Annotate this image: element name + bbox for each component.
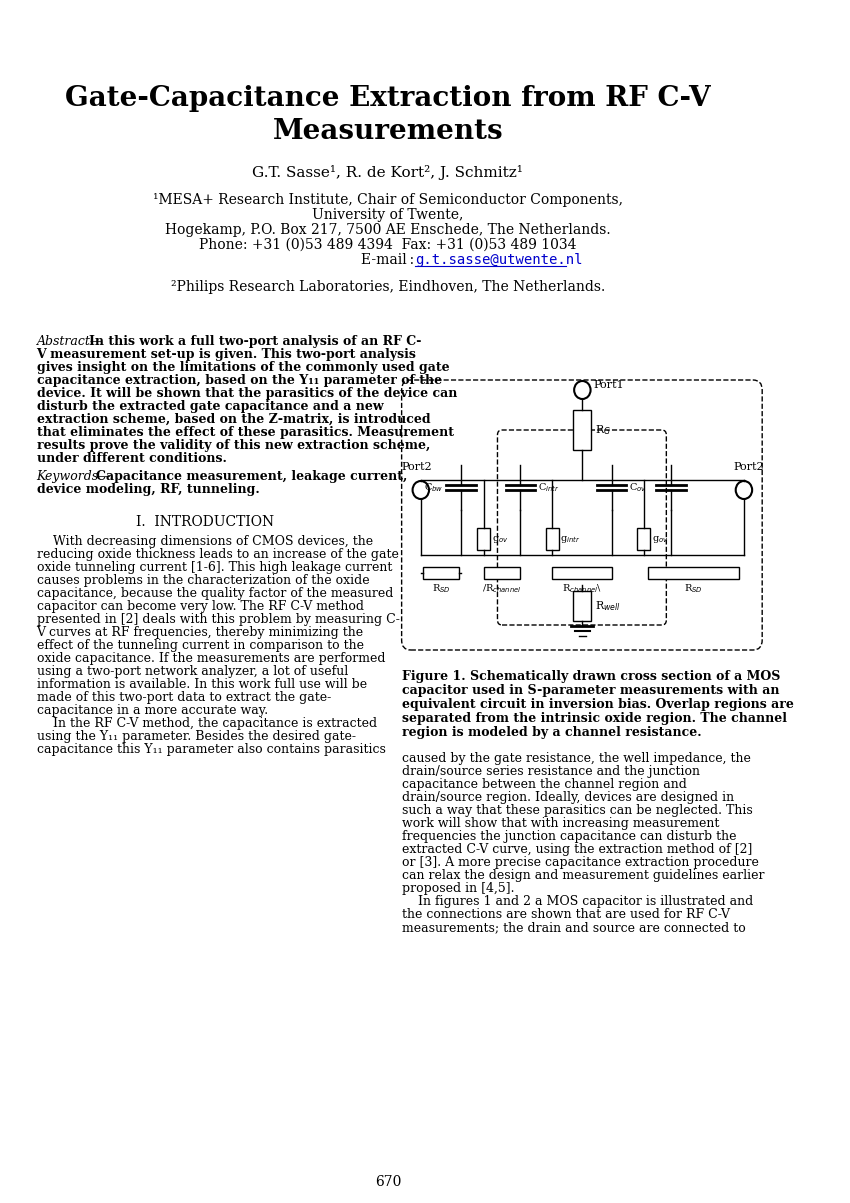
Text: using the Y₁₁ parameter. Besides the desired gate-: using the Y₁₁ parameter. Besides the des…	[37, 730, 355, 743]
Text: capacitor can become very low. The RF C-V method: capacitor can become very low. The RF C-…	[37, 600, 364, 614]
Text: equivalent circuit in inversion bias. Overlap regions are: equivalent circuit in inversion bias. Ov…	[402, 698, 794, 711]
Text: Hogekamp, P.O. Box 217, 7500 AE Enschede, The Netherlands.: Hogekamp, P.O. Box 217, 7500 AE Enschede…	[165, 223, 611, 237]
Text: ¹MESA+ Research Institute, Chair of Semiconductor Components,: ¹MESA+ Research Institute, Chair of Semi…	[153, 192, 623, 207]
Text: University of Twente,: University of Twente,	[312, 208, 463, 223]
Text: proposed in [4,5].: proposed in [4,5].	[402, 882, 514, 895]
Text: information is available. In this work full use will be: information is available. In this work f…	[37, 678, 366, 691]
Text: ²Philips Research Laboratories, Eindhoven, The Netherlands.: ²Philips Research Laboratories, Eindhove…	[171, 280, 605, 294]
Text: drain/source region. Ideally, devices are designed in: drain/source region. Ideally, devices ar…	[402, 792, 734, 804]
Text: Port2: Port2	[401, 462, 432, 472]
Text: results prove the validity of this new extraction scheme,: results prove the validity of this new e…	[37, 439, 430, 452]
Text: under different conditions.: under different conditions.	[37, 452, 226, 466]
Text: R$_G$: R$_G$	[595, 423, 611, 437]
Text: G.T. Sasse¹, R. de Kort², J. Schmitz¹: G.T. Sasse¹, R. de Kort², J. Schmitz¹	[252, 165, 524, 180]
Text: Gate-Capacitance Extraction from RF C-V: Gate-Capacitance Extraction from RF C-V	[65, 85, 711, 112]
Bar	[648, 567, 740, 579]
Text: Phone: +31 (0)53 489 4394  Fax: +31 (0)53 489 1034: Phone: +31 (0)53 489 4394 Fax: +31 (0)53…	[199, 238, 576, 251]
Text: oxide tunneling current [1-6]. This high leakage current: oxide tunneling current [1-6]. This high…	[37, 561, 392, 574]
Text: measurements; the drain and source are connected to: measurements; the drain and source are c…	[402, 921, 745, 934]
Text: using a two-port network analyzer, a lot of useful: using a two-port network analyzer, a lot…	[37, 665, 348, 678]
Bar	[422, 567, 459, 579]
Text: V curves at RF frequencies, thereby minimizing the: V curves at RF frequencies, thereby mini…	[37, 626, 364, 639]
Text: R$_{SD}$: R$_{SD}$	[432, 582, 450, 594]
Text: drain/source series resistance and the junction: drain/source series resistance and the j…	[402, 765, 700, 778]
Text: E-mail :: E-mail :	[361, 253, 415, 267]
Text: such a way that these parasitics can be neglected. This: such a way that these parasitics can be …	[402, 804, 752, 817]
Text: V measurement set-up is given. This two-port analysis: V measurement set-up is given. This two-…	[37, 348, 416, 361]
Text: extracted C-V curve, using the extraction method of [2]: extracted C-V curve, using the extractio…	[402, 843, 752, 857]
Text: caused by the gate resistance, the well impedance, the: caused by the gate resistance, the well …	[402, 752, 751, 765]
Text: Keywords—: Keywords—	[37, 470, 111, 482]
Text: capacitance this Y₁₁ parameter also contains parasitics: capacitance this Y₁₁ parameter also cont…	[37, 743, 385, 755]
Bar	[484, 567, 520, 579]
Text: I.  INTRODUCTION: I. INTRODUCTION	[136, 515, 275, 529]
Text: g$_{ov}$: g$_{ov}$	[492, 533, 508, 545]
Text: effect of the tunneling current in comparison to the: effect of the tunneling current in compa…	[37, 639, 364, 652]
Text: Figure 1. Schematically drawn cross section of a MOS: Figure 1. Schematically drawn cross sect…	[402, 670, 780, 683]
Text: disturb the extracted gate capacitance and a new: disturb the extracted gate capacitance a…	[37, 401, 383, 413]
Text: Capacitance measurement, leakage current,: Capacitance measurement, leakage current…	[96, 470, 407, 482]
Text: capacitance in a more accurate way.: capacitance in a more accurate way.	[37, 704, 268, 717]
Text: In figures 1 and 2 a MOS capacitor is illustrated and: In figures 1 and 2 a MOS capacitor is il…	[402, 895, 753, 908]
Text: device. It will be shown that the parasitics of the device can: device. It will be shown that the parasi…	[37, 387, 457, 401]
Bar	[478, 528, 490, 550]
Text: capacitor used in S-parameter measurements with an: capacitor used in S-parameter measuremen…	[402, 685, 779, 697]
Bar	[573, 410, 592, 450]
Text: can relax the design and measurement guidelines earlier: can relax the design and measurement gui…	[402, 869, 764, 882]
Text: made of this two-port data to extract the gate-: made of this two-port data to extract th…	[37, 691, 331, 704]
Bar	[546, 528, 558, 550]
Text: region is modeled by a channel resistance.: region is modeled by a channel resistanc…	[402, 725, 701, 739]
Text: presented in [2] deals with this problem by measuring C-: presented in [2] deals with this problem…	[37, 614, 400, 626]
Text: capacitance, because the quality factor of the measured: capacitance, because the quality factor …	[37, 587, 393, 600]
Text: work will show that with increasing measurement: work will show that with increasing meas…	[402, 817, 719, 830]
Text: gives insight on the limitations of the commonly used gate: gives insight on the limitations of the …	[37, 361, 449, 374]
Text: that eliminates the effect of these parasitics. Measurement: that eliminates the effect of these para…	[37, 426, 454, 439]
Bar	[573, 591, 592, 621]
Text: With decreasing dimensions of CMOS devices, the: With decreasing dimensions of CMOS devic…	[37, 535, 372, 549]
Text: /R$_{channel}$: /R$_{channel}$	[482, 582, 522, 594]
Text: the connections are shown that are used for RF C-V: the connections are shown that are used …	[402, 908, 729, 921]
Text: C$_{ov}$: C$_{ov}$	[629, 481, 647, 494]
Text: Port2: Port2	[734, 462, 764, 472]
Text: g$_{ov}$: g$_{ov}$	[652, 533, 668, 545]
Text: reducing oxide thickness leads to an increase of the gate: reducing oxide thickness leads to an inc…	[37, 549, 399, 561]
Text: R$_{well}$: R$_{well}$	[595, 599, 621, 612]
Text: Measurements: Measurements	[273, 118, 503, 146]
Text: In this work a full two-port analysis of an RF C-: In this work a full two-port analysis of…	[89, 334, 422, 348]
Text: 670: 670	[375, 1175, 401, 1189]
Text: g.t.sasse@utwente.nl: g.t.sasse@utwente.nl	[416, 253, 583, 267]
Text: device modeling, RF, tunneling.: device modeling, RF, tunneling.	[37, 482, 259, 496]
Text: Abstract—: Abstract—	[37, 334, 103, 348]
Text: separated from the intrinsic oxide region. The channel: separated from the intrinsic oxide regio…	[402, 712, 786, 725]
Text: R$_{SD}$: R$_{SD}$	[684, 582, 703, 594]
Text: In the RF C-V method, the capacitance is extracted: In the RF C-V method, the capacitance is…	[37, 717, 377, 730]
Text: extraction scheme, based on the Z-matrix, is introduced: extraction scheme, based on the Z-matrix…	[37, 413, 430, 426]
Text: capacitance between the channel region and: capacitance between the channel region a…	[402, 778, 687, 792]
Text: g$_{intr}$: g$_{intr}$	[560, 533, 581, 545]
Text: C$_{intr}$: C$_{intr}$	[538, 481, 559, 494]
Bar	[638, 528, 650, 550]
Text: capacitance extraction, based on the Y₁₁ parameter of the: capacitance extraction, based on the Y₁₁…	[37, 374, 442, 387]
Text: Port1: Port1	[593, 380, 624, 390]
Text: R$_{channel}$\: R$_{channel}$\	[562, 582, 602, 594]
Text: oxide capacitance. If the measurements are performed: oxide capacitance. If the measurements a…	[37, 652, 385, 665]
Text: C$_{bw}$: C$_{bw}$	[424, 481, 444, 494]
Bar	[552, 567, 611, 579]
Text: causes problems in the characterization of the oxide: causes problems in the characterization …	[37, 574, 369, 587]
Text: frequencies the junction capacitance can disturb the: frequencies the junction capacitance can…	[402, 830, 736, 843]
Text: or [3]. A more precise capacitance extraction procedure: or [3]. A more precise capacitance extra…	[402, 857, 758, 869]
